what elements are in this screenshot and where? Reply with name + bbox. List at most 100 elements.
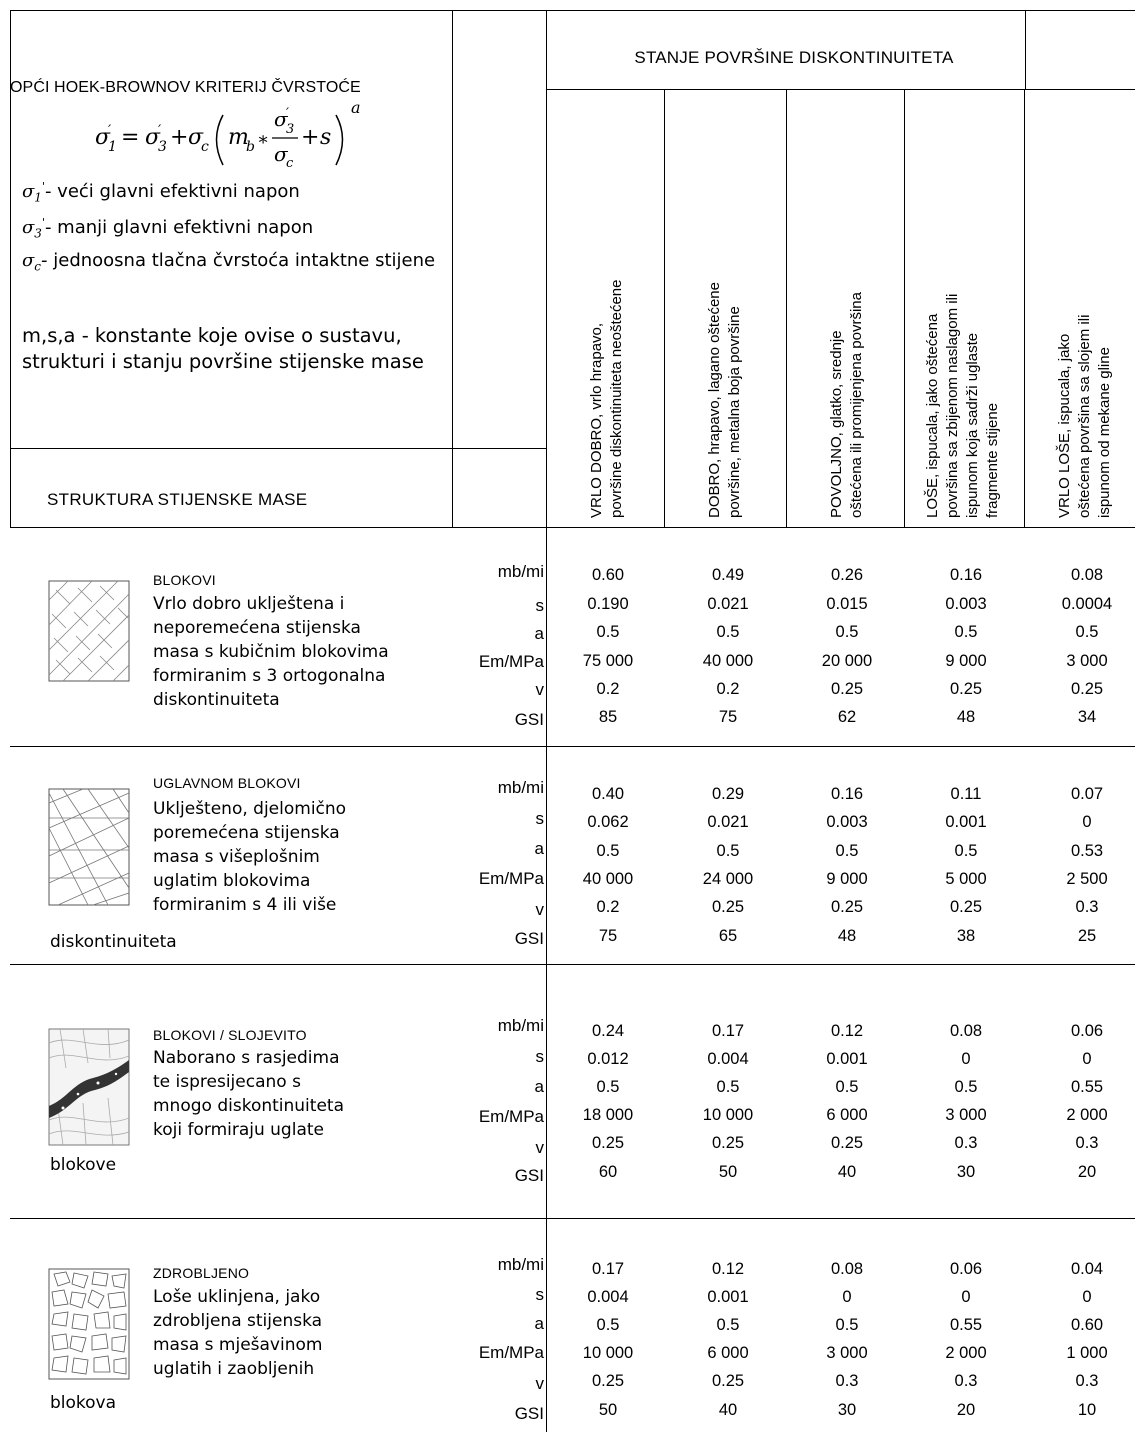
value-cell: 0.5 xyxy=(716,842,740,860)
divider-row-1 xyxy=(10,746,1135,747)
value-cell: 40 xyxy=(837,1163,857,1181)
param-labels: mb/mi s a Em/MPa v GSI xyxy=(450,1014,544,1194)
svg-text:+: + xyxy=(301,125,319,150)
value-cell: 9 000 xyxy=(826,870,868,888)
param-label: mb/mi xyxy=(497,778,544,797)
value-cell: 30 xyxy=(956,1163,976,1181)
param-label: s xyxy=(535,1285,545,1304)
value-cell: 60 xyxy=(598,1163,618,1181)
value-cell: 0.5 xyxy=(954,842,978,860)
divider-header-left xyxy=(452,10,453,528)
value-cell: 0.3 xyxy=(835,1372,859,1390)
legend-constants: m,s,a - konstante koje ovise o sustavu, … xyxy=(22,324,424,373)
value-cell: 0.25 xyxy=(711,1372,745,1390)
blocky-cubic-joints-icon xyxy=(48,580,130,682)
value-cell: 0.60 xyxy=(591,566,625,584)
value-cell: 0.5 xyxy=(716,1316,740,1334)
column-header-label: DOBRO, hrapavo, lagano oštećene površine… xyxy=(706,282,743,518)
value-cell: 0.3 xyxy=(1075,1372,1099,1390)
value-cell: 0.5 xyxy=(835,1316,859,1334)
value-cell: 0.5 xyxy=(954,1078,978,1096)
param-label: GSI xyxy=(514,1404,544,1423)
column-header-very-poor: VRLO LOŠE, ispucala, jako oštećena površ… xyxy=(1025,90,1135,528)
value-cell: 0.2 xyxy=(596,680,620,698)
row-description-tail: blokove xyxy=(50,1155,117,1175)
row-title: UGLAVNOM BLOKOVI xyxy=(153,775,301,791)
param-labels: mb/mi s a Em/MPa v GSI xyxy=(450,776,544,956)
crushed-rock-icon xyxy=(48,1268,130,1380)
value-cell: 0.012 xyxy=(587,1050,629,1068)
value-cell: 50 xyxy=(598,1401,618,1419)
value-cell: 0.25 xyxy=(591,1134,625,1152)
value-cell: 0.29 xyxy=(711,785,745,803)
svg-text:σ: σ xyxy=(95,125,111,150)
value-cell: 0.5 xyxy=(716,1078,740,1096)
param-label: mb/mi xyxy=(497,562,544,581)
legend-sigma3: σ3'- manji glavni efektivni napon xyxy=(22,216,314,241)
column-header-label: VRLO LOŠE, ispucala, jako oštećena površ… xyxy=(1056,314,1113,518)
value-cell: 0.60 xyxy=(1070,1316,1104,1334)
param-label: Em/MPa xyxy=(478,1343,544,1362)
row-title: BLOKOVI / SLOJEVITO xyxy=(153,1027,307,1043)
value-cell: 0.08 xyxy=(949,1022,983,1040)
value-cell: 0.5 xyxy=(954,623,978,641)
value-cell: 20 xyxy=(1077,1163,1097,1181)
structure-title: STRUKTURA STIJENSKE MASE xyxy=(47,490,308,509)
value-cell: 75 xyxy=(598,927,618,945)
value-cell: 0.25 xyxy=(830,898,864,916)
value-cell: 20 xyxy=(956,1401,976,1419)
value-cell: 62 xyxy=(837,708,857,726)
value-cell: 0.001 xyxy=(826,1050,868,1068)
value-cell: 0.07 xyxy=(1070,785,1104,803)
value-cell: 0.12 xyxy=(830,1022,864,1040)
param-label: GSI xyxy=(514,929,544,948)
value-cell: 25 xyxy=(1077,927,1097,945)
svg-text:b: b xyxy=(246,139,255,155)
column-header-label: LOŠE, ispucala, jako oštećena površina s… xyxy=(924,293,1001,518)
value-cell: 2 000 xyxy=(1066,1106,1108,1124)
value-cell: 20 000 xyxy=(821,652,873,670)
value-cell: 0.12 xyxy=(711,1260,745,1278)
param-label: mb/mi xyxy=(497,1016,544,1035)
value-cell: 3 000 xyxy=(826,1344,868,1362)
svg-text:s: s xyxy=(320,125,331,150)
value-cell: 0.5 xyxy=(835,623,859,641)
row-description-tail: blokova xyxy=(50,1393,117,1413)
value-cell: 0.11 xyxy=(950,785,982,803)
column-header-label: POVOLJNO, glatko, srednje oštećena ili p… xyxy=(828,292,865,518)
value-cell: 0.001 xyxy=(707,1288,749,1306)
value-cell: 0.06 xyxy=(1070,1022,1104,1040)
criterion-title: OPĆI HOEK-BROWNOV KRITERIJ ČVRSTOĆE xyxy=(10,79,361,96)
svg-text:3: 3 xyxy=(158,139,167,155)
value-cell: 0.25 xyxy=(1070,680,1104,698)
param-label: a xyxy=(534,839,544,858)
value-cell: 0.062 xyxy=(587,813,629,831)
svg-text:c: c xyxy=(201,139,209,155)
svg-text:m: m xyxy=(228,125,249,150)
svg-text:σ: σ xyxy=(274,142,289,166)
row-description: Naborano s rasjedima te ispresijecano s … xyxy=(153,1048,344,1140)
value-cell: 0 xyxy=(1082,813,1092,831)
value-cell: 0.0004 xyxy=(1061,595,1113,613)
svg-text:=: = xyxy=(121,125,139,150)
value-cell: 0.25 xyxy=(830,680,864,698)
param-label: GSI xyxy=(514,1166,544,1185)
value-cell: 48 xyxy=(956,708,976,726)
surface-condition-title: STANJE POVRŠINE DISKONTINUITETA xyxy=(634,48,954,67)
row-title: ZDROBLJENO xyxy=(153,1265,250,1281)
value-cell: 0.55 xyxy=(949,1316,983,1334)
column-header-fair: POVOLJNO, glatko, srednje oštećena ili p… xyxy=(787,90,905,528)
row-description-tail: diskontinuiteta xyxy=(50,932,177,952)
param-label: v xyxy=(535,1138,545,1157)
value-cell: 0.5 xyxy=(1075,623,1099,641)
folded-faulted-icon xyxy=(48,1028,130,1146)
value-cell: 0.06 xyxy=(949,1260,983,1278)
value-cell: 0 xyxy=(842,1288,852,1306)
value-cell: 10 000 xyxy=(582,1344,634,1362)
value-cell: 0.25 xyxy=(949,898,983,916)
svg-text:+: + xyxy=(170,125,188,150)
column-header-good: DOBRO, hrapavo, lagano oštećene površine… xyxy=(665,90,786,528)
svg-text:1: 1 xyxy=(108,139,117,155)
divider-structure xyxy=(10,448,547,449)
